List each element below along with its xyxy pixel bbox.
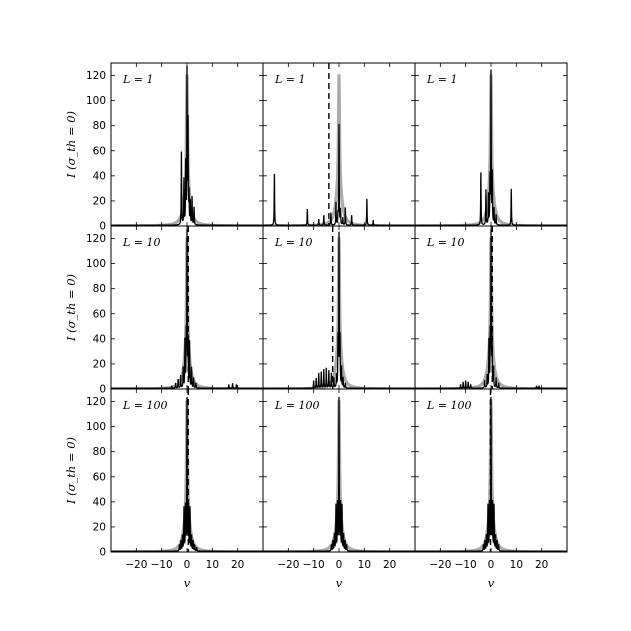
x-tick-label: 0	[184, 559, 191, 571]
panel-r1-c2: L = 10	[414, 225, 568, 390]
y-tick-label: 100	[86, 95, 106, 107]
y-tick-label: 80	[93, 283, 106, 295]
panel-r1-c1: L = 10	[262, 225, 416, 390]
y-tick-label: 0	[99, 221, 106, 233]
plot-area	[415, 69, 567, 226]
x-tick-label: 0	[488, 559, 495, 571]
y-tick-label: 40	[93, 333, 106, 345]
y-tick-label: 120	[86, 396, 106, 408]
panel-label: L = 100	[122, 399, 168, 412]
plot-area	[263, 396, 415, 552]
panel-label: L = 10	[122, 236, 161, 249]
plot-area	[415, 389, 567, 552]
x-axis-title: v	[184, 576, 191, 590]
panel-r0-c2: L = 1	[414, 62, 568, 227]
spectrum-line	[263, 123, 415, 226]
y-tick-label: 0	[99, 384, 106, 396]
x-tick-label: −20	[429, 559, 451, 571]
spectrum-line	[263, 396, 415, 552]
panel-label: L = 1	[122, 73, 154, 86]
spectrum-line	[263, 231, 415, 389]
y-tick-label: 60	[93, 145, 106, 157]
y-tick-label: 120	[86, 70, 106, 82]
panel-r0-c1: L = 1	[262, 62, 416, 227]
y-tick-label: 40	[93, 496, 106, 508]
y-axis-title: I (σ_th = 0)	[64, 274, 78, 342]
panel-label: L = 1	[274, 73, 306, 86]
y-tick-label: 20	[93, 521, 106, 533]
panel-r2-c1: −20 −10 0 10 20 v L = 100	[262, 388, 416, 590]
y-tick-label: 0	[99, 547, 106, 559]
x-tick-label: −10	[455, 559, 477, 571]
y-tick-label: 80	[93, 446, 106, 458]
panel-label: L = 100	[274, 399, 320, 412]
plot-area	[111, 389, 263, 552]
plot-area	[111, 65, 263, 226]
plot-area	[263, 226, 415, 389]
spectrum-line	[415, 69, 567, 226]
y-tick-label: 60	[93, 308, 106, 320]
y-tick-label: 100	[86, 258, 106, 270]
y-tick-label: 80	[93, 120, 106, 132]
x-tick-label: 10	[206, 559, 219, 571]
y-tick-label: 100	[86, 421, 106, 433]
x-axis-title: v	[336, 576, 343, 590]
spectrum-line	[111, 229, 263, 389]
y-tick-label: 20	[93, 195, 106, 207]
x-tick-label: −20	[125, 559, 147, 571]
x-tick-label: 10	[358, 559, 371, 571]
spectrum-line	[111, 65, 263, 226]
y-tick-label: 40	[93, 170, 106, 182]
x-tick-label: 20	[383, 559, 396, 571]
x-tick-label: 20	[535, 559, 548, 571]
panel-r2-c2: −20 −10 0 10 20 v L = 100	[414, 388, 568, 590]
panel-r1-c0: 0 20 40 60 80 100 120 I (σ_th = 0) L = 10	[64, 225, 264, 396]
panel-label: L = 1	[426, 73, 458, 86]
plot-area	[415, 226, 567, 389]
panel-label: L = 100	[426, 399, 472, 412]
x-tick-label: 10	[510, 559, 523, 571]
y-axis-title: I (σ_th = 0)	[64, 437, 78, 505]
plot-area	[111, 226, 263, 389]
panel-label: L = 10	[274, 236, 313, 249]
panel-r2-c0: 0 20 40 60 80 100 120 I (σ_th = 0) −20 −10 0 10 20 v L…	[64, 388, 264, 590]
plot-area	[263, 63, 415, 226]
spectrum-line	[415, 229, 567, 389]
y-tick-label: 20	[93, 358, 106, 370]
y-axis-title: I (σ_th = 0)	[64, 111, 78, 179]
x-tick-label: 0	[336, 559, 343, 571]
spectrum-line	[111, 397, 263, 552]
x-tick-label: −10	[151, 559, 173, 571]
panel-label: L = 10	[426, 236, 465, 249]
x-tick-label: −10	[303, 559, 325, 571]
x-tick-label: −20	[277, 559, 299, 571]
x-axis-title: v	[488, 576, 495, 590]
y-tick-label: 120	[86, 233, 106, 245]
x-tick-label: 20	[231, 559, 244, 571]
y-tick-label: 60	[93, 471, 106, 483]
panel-r0-c0: 0 20 40 60 80 100 120 I (σ_th = 0) L = 1	[64, 62, 264, 233]
